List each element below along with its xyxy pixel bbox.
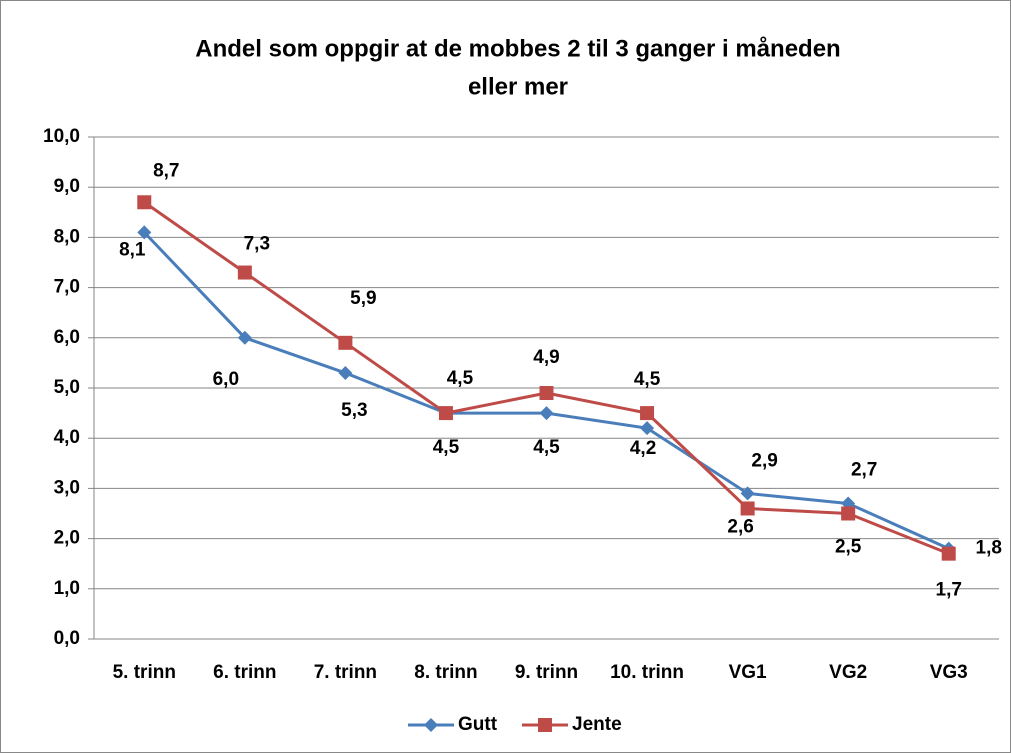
chart-title: eller mer xyxy=(468,73,568,100)
data-point xyxy=(841,506,856,521)
data-point xyxy=(137,225,152,240)
data-label: 4,2 xyxy=(630,438,656,459)
data-label: 1,7 xyxy=(936,580,962,601)
y-tick-label: 6,0 xyxy=(54,327,80,348)
y-tick-label: 4,0 xyxy=(54,427,80,448)
x-tick-label: VG1 xyxy=(729,662,767,683)
data-label: 4,9 xyxy=(533,347,559,368)
data-label: 4,5 xyxy=(433,437,460,458)
data-label: 8,7 xyxy=(153,160,179,181)
data-point xyxy=(438,406,453,421)
data-point xyxy=(539,386,554,401)
y-tick-label: 1,0 xyxy=(54,578,80,599)
data-label: 4,5 xyxy=(634,369,661,390)
data-point xyxy=(538,718,552,732)
x-tick-label: 8. trinn xyxy=(414,662,477,683)
data-point xyxy=(137,195,152,210)
x-tick-label: VG2 xyxy=(829,662,867,683)
y-tick-label: 7,0 xyxy=(54,277,80,298)
y-tick-label: 3,0 xyxy=(54,477,80,498)
data-label: 2,6 xyxy=(727,516,753,537)
data-point xyxy=(424,718,438,732)
x-tick-label: 7. trinn xyxy=(314,662,377,683)
data-label: 2,9 xyxy=(751,450,777,471)
legend-label: Jente xyxy=(572,714,622,735)
data-label: 4,5 xyxy=(447,368,474,389)
data-label: 8,1 xyxy=(119,239,146,260)
y-tick-label: 10,0 xyxy=(43,126,80,147)
y-tick-label: 5,0 xyxy=(54,377,80,398)
data-label: 5,3 xyxy=(341,400,367,421)
y-tick-label: 0,0 xyxy=(54,628,80,649)
legend-label: Gutt xyxy=(458,714,498,735)
chart-title: Andel som oppgir at de mobbes 2 til 3 ga… xyxy=(195,35,840,62)
data-point xyxy=(740,486,755,501)
x-tick-label: VG3 xyxy=(930,662,968,683)
x-tick-label: 5. trinn xyxy=(113,662,176,683)
data-point xyxy=(237,265,252,280)
x-tick-label: 6. trinn xyxy=(213,662,276,683)
data-label: 6,0 xyxy=(213,369,239,390)
data-point xyxy=(740,501,755,516)
y-tick-label: 2,0 xyxy=(54,528,80,549)
x-tick-label: 9. trinn xyxy=(515,662,578,683)
data-label: 5,9 xyxy=(350,288,376,309)
data-point xyxy=(237,330,252,345)
data-point xyxy=(539,406,554,421)
data-point xyxy=(941,546,956,561)
data-label: 4,5 xyxy=(533,437,560,458)
y-tick-label: 8,0 xyxy=(54,226,80,247)
data-label: 2,7 xyxy=(851,459,877,480)
data-label: 2,5 xyxy=(835,537,862,558)
data-point xyxy=(338,365,353,380)
data-point xyxy=(640,406,655,421)
data-label: 1,8 xyxy=(976,538,1002,559)
data-label: 7,3 xyxy=(244,234,270,255)
data-point xyxy=(640,421,655,436)
y-tick-label: 9,0 xyxy=(54,176,80,197)
x-tick-label: 10. trinn xyxy=(610,662,684,683)
data-point xyxy=(338,335,353,350)
